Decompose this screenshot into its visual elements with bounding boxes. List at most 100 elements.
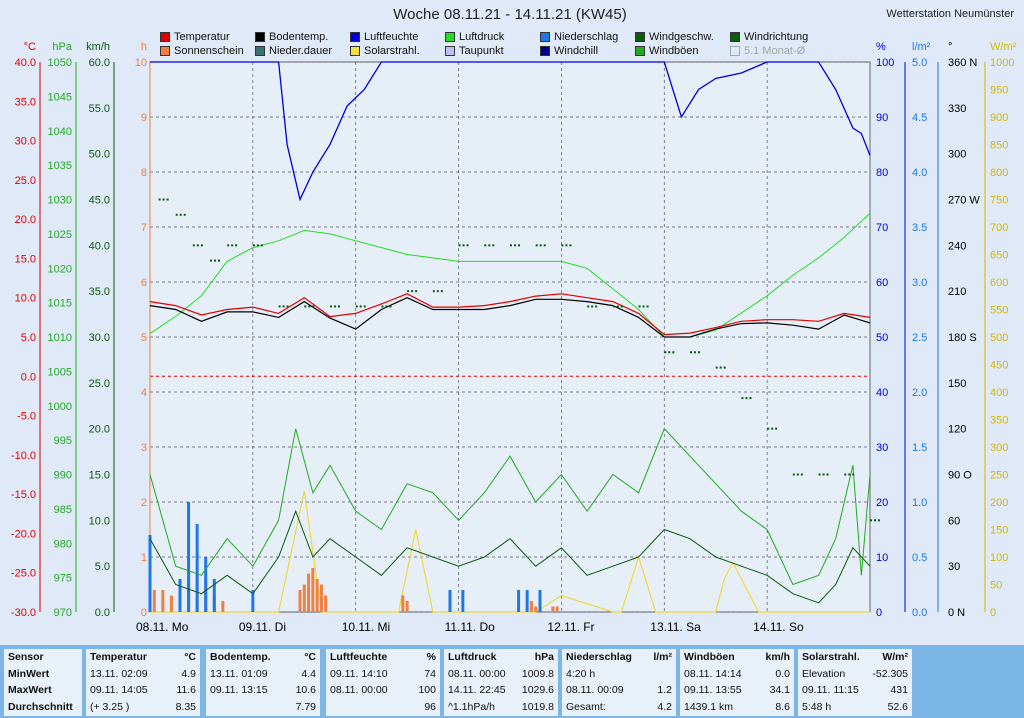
stats-cell-label: 08.11. 14:14 bbox=[684, 667, 742, 680]
legend-label: 5.1 Monat-Ø bbox=[744, 45, 806, 57]
stats-sensor-column: Sensor MinWert MaxWert Durchschnitt bbox=[4, 649, 82, 716]
wind-direction-dot bbox=[569, 244, 572, 247]
sunshine-bar bbox=[152, 590, 156, 612]
series-wind-line bbox=[149, 509, 871, 604]
legend-swatch bbox=[350, 32, 360, 42]
stats-header-unit: % bbox=[426, 651, 436, 663]
axis-tick-temp: 20.0 bbox=[15, 214, 36, 226]
axis-tick-solar: 900 bbox=[990, 112, 1008, 124]
wind-direction-dot bbox=[200, 244, 203, 247]
stats-cell-label: 09.11. 13:55 bbox=[684, 684, 742, 696]
wind-direction-dot bbox=[848, 473, 851, 476]
axis-tick-sun: 1 bbox=[141, 552, 147, 564]
stats-header-title: Solarstrahl. bbox=[802, 651, 860, 663]
legend-label: Niederschlag bbox=[554, 31, 619, 43]
wind-direction-dot bbox=[488, 244, 491, 247]
axis-tick-temp: -10.0 bbox=[11, 450, 36, 462]
axis-tick-direction: 270 W bbox=[948, 195, 980, 207]
legend-item: Niederschlag bbox=[540, 31, 618, 43]
stats-cell-value: 0.0 bbox=[775, 667, 790, 680]
axis-tick-wind: 20.0 bbox=[89, 424, 110, 436]
rain-bar bbox=[212, 579, 216, 612]
rain-bar bbox=[148, 535, 152, 612]
axis-tick-solar: 650 bbox=[990, 250, 1008, 262]
axis-tick-pressure: 1000 bbox=[48, 401, 72, 413]
stats-cell-value: 96 bbox=[424, 700, 436, 713]
axis-tick-direction: 0 N bbox=[948, 607, 965, 619]
axis-unit-temp: °C bbox=[24, 41, 36, 53]
wind-direction-dot bbox=[308, 305, 311, 308]
axis-tick-wind: 15.0 bbox=[89, 470, 110, 482]
axis-tick-sun: 5 bbox=[141, 332, 147, 344]
axis-tick-rain: 3.5 bbox=[912, 222, 927, 234]
stats-label-avg: Durchschnitt bbox=[8, 700, 73, 713]
legend-item: Luftdruck bbox=[445, 31, 504, 43]
wind-direction-dot bbox=[415, 290, 418, 293]
stats-cell-label: Gesamt: bbox=[566, 700, 606, 713]
axis-tick-humidity: 100 bbox=[876, 57, 894, 69]
stats-cell-value: -52.305 bbox=[872, 667, 908, 680]
wind-direction-dot bbox=[389, 305, 392, 308]
axis-tick-humidity: 20 bbox=[876, 497, 888, 509]
axis-tick-direction: 240 bbox=[948, 240, 966, 252]
axis-tick-sun: 0 bbox=[141, 607, 147, 619]
axis-tick-humidity: 70 bbox=[876, 222, 888, 234]
legend-label: Sonnenschein bbox=[174, 45, 244, 57]
stats-cell-value: 7.79 bbox=[295, 700, 316, 713]
stats-cell-label: Elevation bbox=[802, 667, 846, 680]
wind-direction-dot bbox=[411, 290, 414, 293]
axis-tick-sun: 7 bbox=[141, 222, 147, 234]
stats-header-unit: l/m² bbox=[653, 651, 672, 663]
axis-tick-sun: 3 bbox=[141, 442, 147, 454]
legend-swatch bbox=[255, 32, 265, 42]
legend-label: Windchill bbox=[554, 45, 599, 57]
wind-direction-dot bbox=[796, 473, 799, 476]
axis-tick-pressure: 1010 bbox=[48, 332, 72, 344]
stats-column-rain: Niederschlag l/m² 4:20 h 08.11. 00:09 1.2 Ges… bbox=[562, 649, 676, 716]
wind-direction-dot bbox=[218, 259, 220, 262]
stats-cell-value: 1029.6 bbox=[521, 684, 554, 696]
sunshine-bar bbox=[315, 579, 319, 612]
axis-tick-solar: 600 bbox=[990, 277, 1008, 289]
stats-label-max: MaxWert bbox=[8, 684, 52, 696]
stats-header-title: Temperatur bbox=[90, 651, 147, 663]
stats-cell-label: 08.11. 00:09 bbox=[566, 684, 624, 696]
sunshine-bar bbox=[401, 595, 405, 612]
legend-swatch bbox=[730, 46, 740, 56]
wind-direction-dot bbox=[565, 244, 568, 247]
stats-label-min: MinWert bbox=[8, 667, 50, 680]
stats-cell-value: 4.4 bbox=[301, 667, 316, 680]
legend-swatch bbox=[540, 32, 550, 42]
axis-tick-pressure: 1040 bbox=[48, 126, 72, 138]
wind-direction-dot bbox=[192, 244, 195, 247]
chart-title: Woche 08.11.21 - 14.11.21 (KW45) bbox=[393, 6, 627, 23]
axis-tick-rain: 1.0 bbox=[912, 497, 927, 509]
wind-direction-dot bbox=[767, 427, 770, 430]
legend-item: 5.1 Monat-Ø bbox=[730, 45, 805, 57]
axis-tick-sun: 10 bbox=[135, 57, 147, 69]
stats-cell-value: 34.1 bbox=[769, 684, 790, 696]
rain-bar bbox=[187, 502, 191, 612]
axis-tick-wind: 10.0 bbox=[89, 515, 110, 527]
wind-direction-dot bbox=[492, 244, 495, 247]
legend-label: Windböen bbox=[649, 45, 699, 57]
wind-direction-dot bbox=[359, 305, 362, 308]
wind-direction-dot bbox=[363, 305, 366, 308]
stats-header-unit: °C bbox=[184, 651, 196, 663]
wind-direction-dot bbox=[620, 305, 623, 308]
wind-direction-dot bbox=[745, 397, 748, 400]
axis-tick-temp: 35.0 bbox=[15, 96, 36, 108]
axis-tick-pressure: 1025 bbox=[48, 229, 72, 241]
wind-direction-dot bbox=[175, 213, 178, 216]
wind-direction-dot bbox=[256, 244, 259, 247]
stats-cell-value: 10.6 bbox=[295, 684, 316, 696]
axis-tick-wind: 35.0 bbox=[89, 286, 110, 298]
stats-cell-value: 52.6 bbox=[887, 700, 908, 713]
axis-tick-rain: 2.5 bbox=[912, 332, 927, 344]
wind-direction-dot bbox=[771, 427, 774, 430]
axis-tick-temp: 30.0 bbox=[15, 136, 36, 148]
day-label: 11.11. Do bbox=[445, 620, 496, 634]
legend-swatch bbox=[160, 46, 170, 56]
wind-direction-dot bbox=[235, 244, 238, 247]
axis-tick-rain: 4.5 bbox=[912, 112, 927, 124]
